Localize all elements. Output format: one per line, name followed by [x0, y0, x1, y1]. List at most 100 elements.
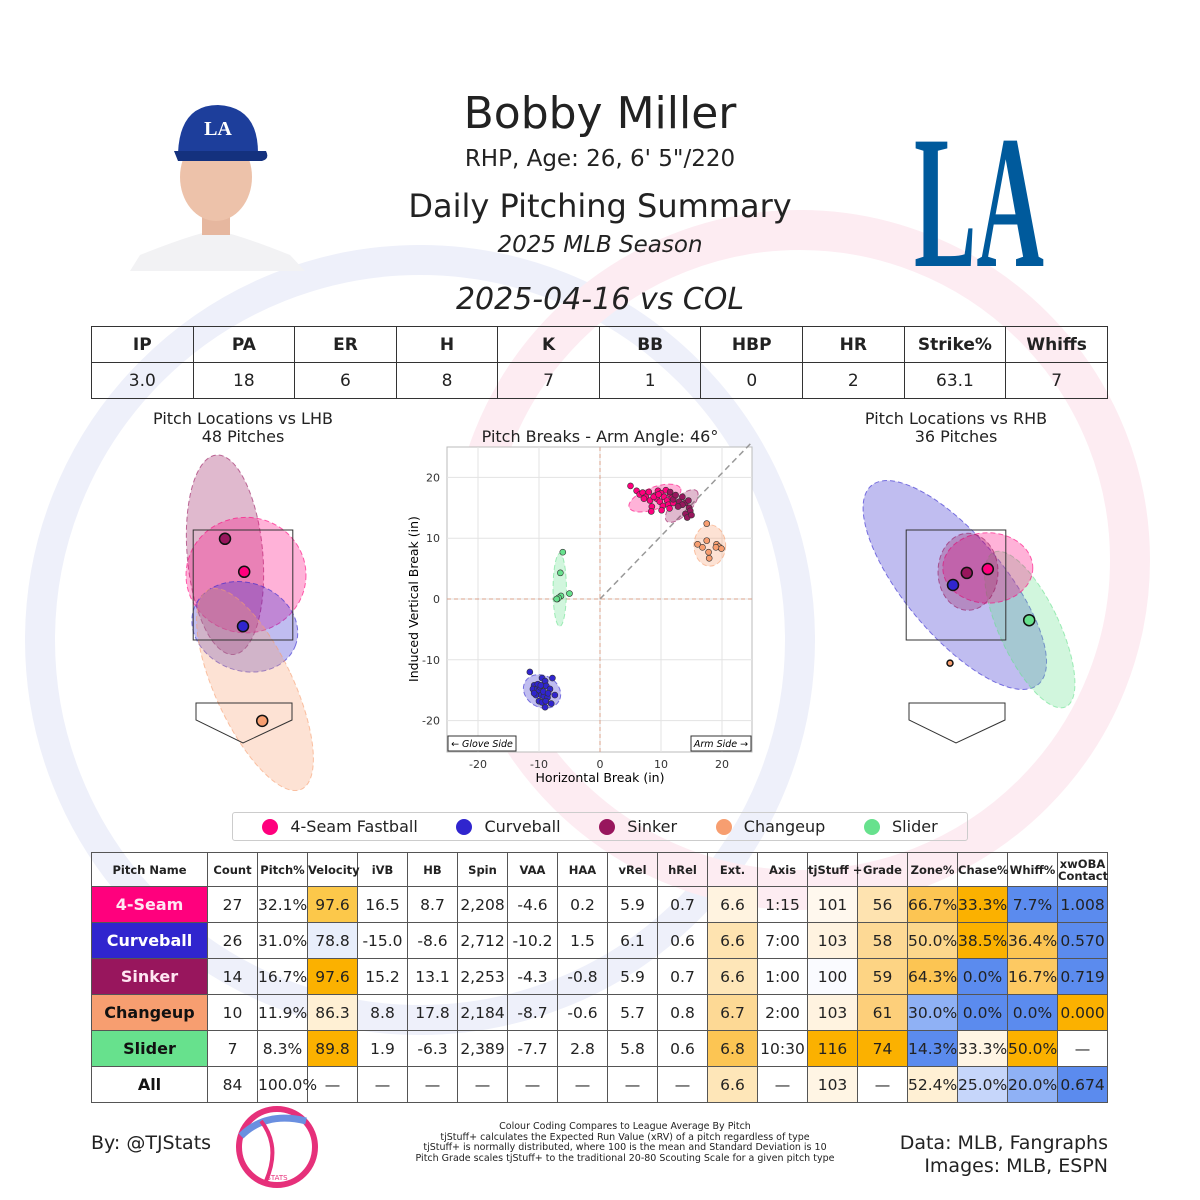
table-cell: 26 — [207, 922, 258, 959]
table-cell: 97.6 — [307, 958, 358, 995]
column-header: hRel — [657, 852, 708, 887]
table-cell: 27 — [207, 886, 258, 923]
table-cell: 6.6 — [707, 958, 758, 995]
column-header: Pitch% — [257, 852, 308, 887]
player-name: Bobby Miller — [463, 88, 737, 139]
table-cell: 25.0% — [957, 1066, 1008, 1103]
location-mean-point — [218, 532, 232, 546]
table-cell: 0.674 — [1057, 1066, 1108, 1103]
stat-value: 7 — [497, 362, 600, 399]
author-credit: By: @TJStats — [91, 1132, 212, 1154]
table-cell: 30.0% — [907, 994, 958, 1031]
legend-label: 4-Seam Fastball — [290, 817, 418, 836]
column-header: Zone% — [907, 852, 958, 887]
column-header: iVB — [357, 852, 408, 887]
break-point — [542, 697, 550, 705]
table-cell: 0.7 — [657, 886, 708, 923]
rhb-title: Pitch Locations vs RHB — [864, 409, 1048, 428]
table-cell: 6.6 — [707, 886, 758, 923]
legend-marker — [456, 818, 473, 835]
table-cell: 0.6 — [657, 1030, 708, 1067]
header-row: Pitch Name Count Pitch% Velocity iVB HB Spin VA… — [91, 852, 1108, 887]
break-point — [544, 689, 552, 697]
legend-item: Sinker — [599, 817, 677, 836]
table-cell: 0.719 — [1057, 958, 1108, 995]
breaks-plot-title: Pitch Breaks - Arm Angle: 46° — [481, 427, 719, 446]
column-header: Velocity — [307, 852, 360, 887]
table-cell: 0.0% — [957, 994, 1008, 1031]
table-cell: 100 — [807, 958, 858, 995]
legend: 4-Seam Fastball Curveball Sinker Changeup Sl… — [232, 812, 968, 841]
table-cell: 1.9 — [357, 1030, 408, 1067]
table-cell: -4.6 — [507, 886, 558, 923]
table-cell: 50.0% — [1007, 1030, 1058, 1067]
table-cell: 13.1 — [407, 958, 458, 995]
table-cell: -0.8 — [557, 958, 608, 995]
table-cell: 5.7 — [607, 994, 658, 1031]
stat-value: 6 — [294, 362, 397, 399]
x-tick-label: 10 — [654, 758, 668, 771]
stat-value: 0 — [700, 362, 804, 399]
note: tjStuff+ calculates the Expected Run Val… — [440, 1131, 810, 1143]
break-point — [559, 548, 567, 556]
break-point — [526, 668, 534, 676]
table-cell: — — [557, 1066, 608, 1103]
table-cell: 103 — [807, 1066, 858, 1103]
table-cell: 0.0% — [957, 958, 1008, 995]
column-header: vRel — [607, 852, 658, 887]
break-point — [553, 595, 560, 603]
table-cell: 36.4% — [1007, 922, 1058, 959]
table-cell: 1:00 — [757, 958, 808, 995]
note: tjStuff+ is normally distributed, where … — [423, 1142, 827, 1153]
break-point — [703, 537, 711, 544]
break-point — [551, 691, 559, 699]
column-header: Grade — [857, 852, 908, 887]
table-cell: -6.3 — [407, 1030, 458, 1067]
image-source: Images: MLB, ESPN — [924, 1155, 1108, 1177]
lhb-count: 48 Pitches — [201, 427, 285, 446]
pitch-name-cell: Changeup — [91, 994, 208, 1031]
table-cell: — — [307, 1066, 358, 1103]
pitch-metrics-table: Pitch Name Count Pitch% Velocity iVB HB Spin VA… — [91, 852, 1108, 1103]
break-point — [549, 674, 556, 682]
season-label: 2025 MLB Season — [497, 232, 703, 258]
location-mean-point — [236, 620, 250, 633]
table-cell: 52.4% — [907, 1066, 958, 1103]
table-cell: 0.2 — [557, 886, 608, 923]
player-headshot: LA — [130, 95, 305, 271]
arm-side-label: Arm Side → — [693, 739, 748, 750]
break-point — [699, 544, 706, 551]
location-mean-point — [1022, 613, 1036, 627]
break-point — [557, 569, 564, 577]
table-cell: 0.6 — [657, 922, 708, 959]
table-cell: -8.7 — [507, 994, 558, 1031]
table-row: Changeup 10 11.9% 86.3 8.8 17.8 2,184 -8.7 -0.6 5… — [91, 994, 1108, 1031]
table-cell: 16.7% — [1007, 958, 1058, 995]
rhb-count: 36 Pitches — [914, 427, 998, 446]
stat-header: Strike% — [903, 326, 1007, 363]
table-cell: 84 — [207, 1066, 258, 1103]
table-cell: 8.7 — [407, 886, 458, 923]
location-ellipse — [984, 550, 1076, 709]
stat-header: Whiffs — [1005, 326, 1108, 363]
column-header: xwOBA Contact — [1057, 852, 1108, 887]
lhb-title: Pitch Locations vs LHB — [153, 409, 333, 428]
table-cell: 8.3% — [257, 1030, 308, 1067]
footnotes: Colour Coding Compares to League Average… — [400, 1121, 850, 1164]
stat-header: H — [395, 326, 499, 363]
table-cell: 5.8 — [607, 1030, 658, 1067]
table-cell: 6.7 — [707, 994, 758, 1031]
break-point — [718, 545, 725, 552]
legend-label: Changeup — [743, 817, 826, 836]
break-point — [640, 495, 648, 502]
column-header: HAA — [557, 852, 608, 887]
table-cell: 78.8 — [307, 922, 358, 959]
table-cell: — — [757, 1066, 808, 1103]
table-cell: 59 — [857, 958, 908, 995]
table-cell: 32.1% — [257, 886, 308, 923]
legend-label: Curveball — [484, 817, 561, 836]
team-logo: LA — [912, 84, 1052, 284]
table-cell: — — [407, 1066, 458, 1103]
legend-marker — [599, 818, 616, 835]
table-row: Curveball 26 31.0% 78.8 -15.0 -8.6 2,712 -10.2 1… — [91, 922, 1108, 959]
